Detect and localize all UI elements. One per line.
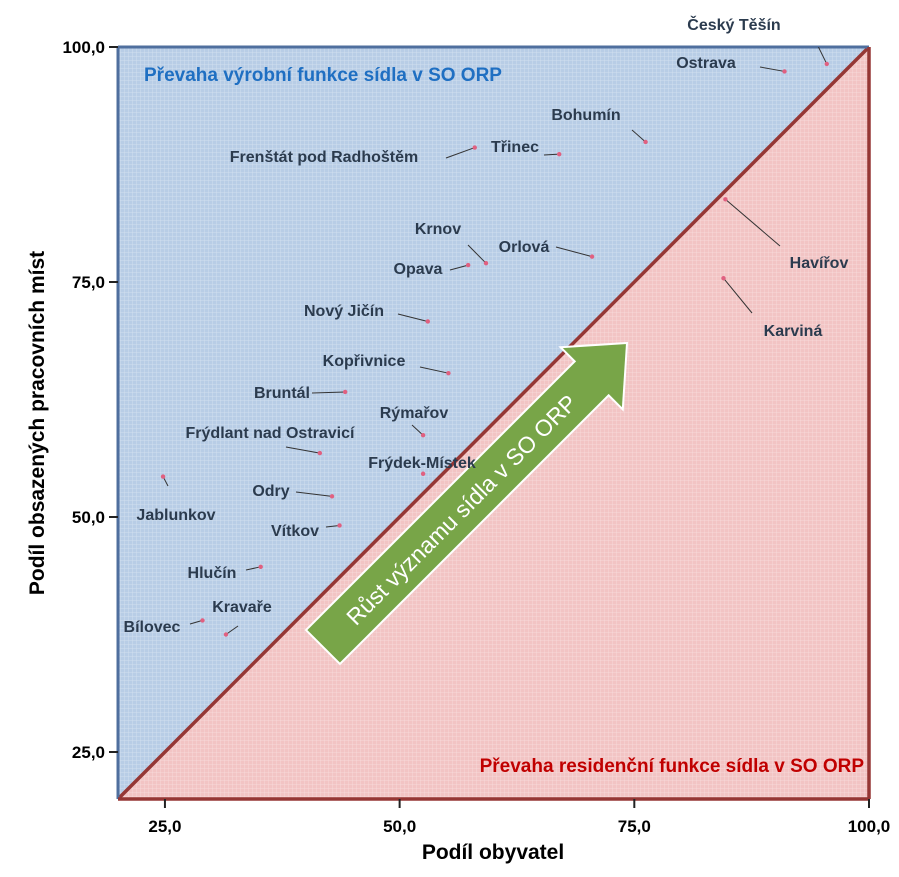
point-label: Bruntál	[254, 385, 310, 402]
x-axis-title: Podíl obyvatel	[422, 841, 564, 864]
point-labels-layer: Český Těšín Ostrava Bohumín Třinec Frenštát …	[124, 15, 849, 636]
y-tick-label: 25,0	[72, 743, 105, 762]
diagonal-line	[116, 45, 871, 801]
point-label: Frýdek-Místek	[368, 455, 476, 472]
point-label: Jablunkov	[136, 507, 215, 524]
y-tick-label: 50,0	[72, 508, 105, 527]
growth-arrow-shape	[304, 341, 629, 666]
y-axis-title: Podíl obsazených pracovních míst	[26, 251, 49, 595]
leader-line	[449, 264, 469, 271]
data-point	[782, 69, 787, 74]
point-label: Orlová	[499, 239, 550, 256]
data-point	[425, 319, 430, 324]
leader-line	[419, 366, 449, 374]
leader-line	[411, 424, 424, 436]
leader-line	[285, 446, 320, 454]
region-upper-label: Převaha výrobní funkce sídla v SO ORP	[144, 65, 502, 86]
point-label: Odry	[252, 483, 289, 500]
point-label: Rýmařov	[380, 405, 449, 422]
leader-line	[245, 566, 261, 571]
leader-line	[445, 147, 475, 159]
data-point	[160, 474, 166, 479]
x-tick-label: 100,0	[848, 817, 891, 836]
x-tick-label: 75,0	[618, 817, 651, 836]
y-tick-label: 75,0	[72, 273, 105, 292]
leader-line	[817, 47, 828, 65]
data-point	[446, 370, 451, 376]
data-point	[465, 262, 471, 268]
data-point	[483, 261, 489, 266]
data-point	[200, 618, 205, 623]
point-label: Havířov	[790, 255, 849, 272]
leader-line	[631, 129, 646, 143]
leader-line	[543, 153, 560, 156]
data-point	[223, 632, 229, 637]
data-point	[589, 254, 595, 259]
data-point	[342, 389, 348, 395]
data-point	[258, 564, 263, 570]
data-point	[723, 197, 728, 202]
point-label: Bohumín	[551, 107, 620, 124]
data-point	[329, 494, 335, 499]
point-label: Třinec	[491, 139, 539, 156]
leader-line	[759, 66, 785, 72]
point-label: Krnov	[415, 221, 461, 238]
point-label: Frýdlant nad Ostravicí	[186, 425, 355, 442]
data-point	[337, 523, 342, 528]
point-label: Karviná	[764, 323, 823, 340]
point-label: Nový Jičín	[304, 303, 384, 320]
leader-line	[295, 491, 333, 497]
point-label: Ostrava	[676, 55, 736, 72]
leader-line	[397, 313, 428, 322]
point-label: Bílovec	[124, 619, 181, 636]
data-point	[472, 145, 477, 150]
data-point	[643, 139, 648, 145]
leader-line	[555, 246, 593, 258]
axes-layer: 25,0 50,0 75,0 100,0 25,0 50,0 75,0 100,0	[62, 38, 890, 836]
point-label: Český Těšín	[687, 15, 780, 34]
data-point	[420, 471, 426, 476]
data-point	[420, 433, 426, 438]
point-label: Hlučín	[188, 565, 237, 582]
leader-line	[467, 244, 487, 264]
point-label: Vítkov	[271, 523, 319, 540]
leader-line	[725, 198, 781, 247]
leader-line	[723, 277, 753, 314]
point-label: Kopřivnice	[323, 353, 406, 370]
data-point	[824, 61, 829, 67]
data-point	[317, 450, 323, 456]
data-point	[721, 276, 726, 281]
plot-frame	[116, 45, 871, 801]
leader-line	[311, 391, 346, 394]
x-tick-label: 25,0	[148, 817, 181, 836]
point-label: Opava	[394, 261, 443, 278]
data-point	[557, 151, 562, 157]
y-tick-label: 100,0	[62, 38, 105, 57]
region-lower-label: Převaha residenční funkce sídla v SO ORP	[480, 756, 865, 777]
point-label: Kravaře	[212, 599, 272, 616]
x-tick-label: 50,0	[383, 817, 416, 836]
leader-line	[225, 625, 239, 635]
point-label: Frenštát pod Radhoštěm	[230, 149, 418, 166]
leader-line	[325, 524, 340, 528]
points-layer	[160, 47, 829, 637]
